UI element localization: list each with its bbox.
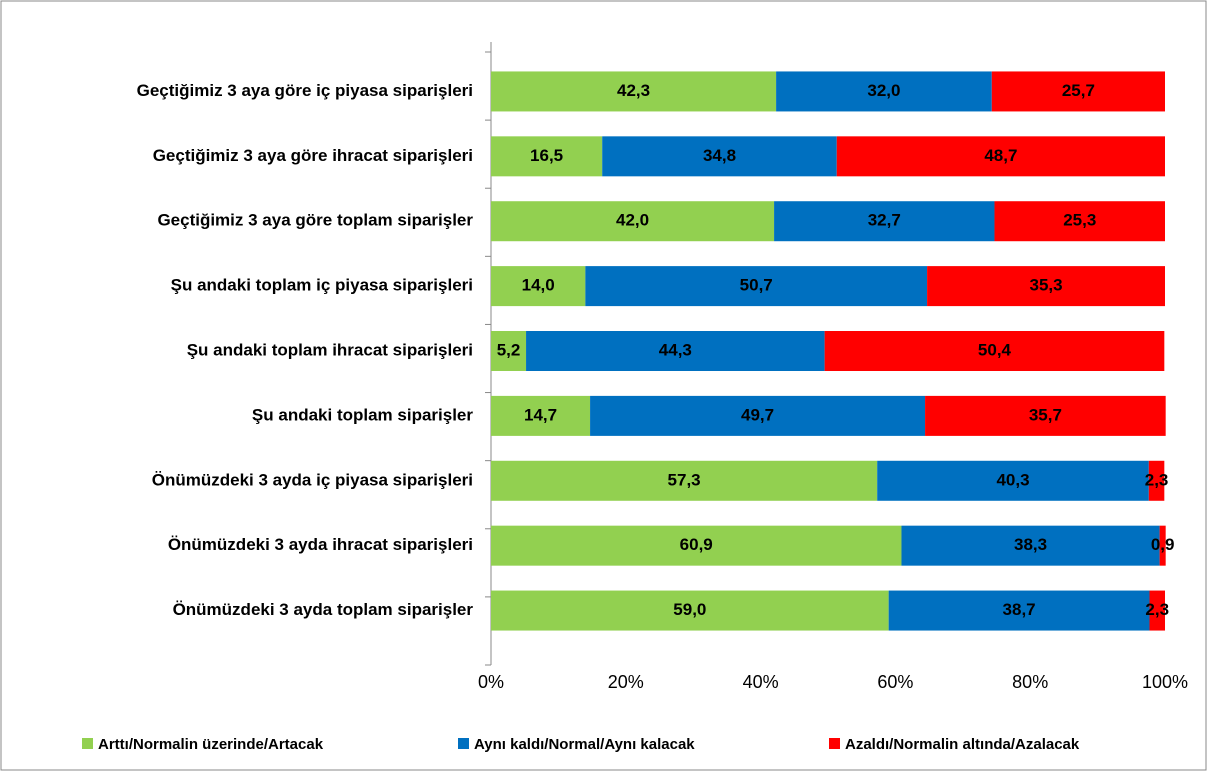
data-label: 2,3 (1145, 600, 1169, 619)
category-label: Önümüzdeki 3 ayda iç piyasa siparişleri (152, 470, 473, 489)
data-label: 35,7 (1029, 405, 1062, 424)
data-label: 38,3 (1014, 535, 1047, 554)
legend-label: Aynı kaldı/Normal/Aynı kalacak (474, 736, 695, 753)
data-label: 25,3 (1063, 211, 1096, 230)
bar-segment (491, 590, 889, 631)
bar-segment (1148, 460, 1165, 501)
bar-segment (927, 266, 1165, 307)
bar-segment (526, 331, 825, 371)
bar-segment (491, 525, 902, 566)
x-tick-label: 80% (1012, 672, 1048, 692)
category-label: Önümüzdeki 3 ayda toplam siparişler (173, 600, 474, 619)
data-label: 25,7 (1062, 81, 1095, 100)
data-label: 42,0 (616, 211, 649, 230)
data-label: 34,8 (703, 146, 736, 165)
category-label: Şu andaki toplam siparişler (252, 405, 473, 424)
bar-segment (491, 395, 591, 436)
bar-segment (602, 136, 837, 177)
category-label: Şu andaki toplam ihracat siparişleri (187, 340, 473, 359)
x-tick-label: 20% (608, 672, 644, 692)
legend-label: Arttı/Normalin üzerinde/Artacak (98, 736, 324, 753)
data-label: 60,9 (680, 535, 713, 554)
data-label: 44,3 (659, 340, 692, 359)
data-label: 40,3 (996, 470, 1029, 489)
bar-segment (585, 266, 928, 307)
bar-segment (994, 201, 1165, 242)
data-label: 2,3 (1145, 470, 1169, 489)
data-label: 49,7 (741, 405, 774, 424)
data-label: 50,7 (740, 276, 773, 295)
bar-segment (491, 331, 527, 371)
bar-segment (991, 71, 1165, 112)
bar-segment (491, 71, 777, 112)
data-label: 35,3 (1029, 276, 1062, 295)
bar-segment (491, 460, 878, 501)
bar-segment (491, 201, 775, 242)
bar-segment (877, 460, 1149, 501)
category-label: Geçtiğimiz 3 aya göre ihracat siparişler… (153, 146, 473, 165)
data-label: 5,2 (497, 340, 521, 359)
bar-segment (836, 136, 1165, 177)
data-label: 50,4 (978, 340, 1012, 359)
data-label: 48,7 (984, 146, 1017, 165)
data-label: 32,0 (867, 81, 900, 100)
category-label: Geçtiğimiz 3 aya göre iç piyasa siparişl… (137, 81, 473, 100)
data-label: 42,3 (617, 81, 650, 100)
bar-segment (901, 525, 1160, 566)
x-tick-label: 60% (877, 672, 913, 692)
x-tick-label: 100% (1142, 672, 1188, 692)
bar-segment (1159, 525, 1166, 566)
category-label: Geçtiğimiz 3 aya göre toplam siparişler (157, 211, 473, 230)
data-label: 14,0 (522, 276, 555, 295)
x-tick-label: 0% (478, 672, 504, 692)
data-label: 32,7 (868, 211, 901, 230)
data-label: 38,7 (1003, 600, 1036, 619)
x-tick-label: 40% (743, 672, 779, 692)
bar-segment (491, 136, 603, 177)
legend-swatch (458, 738, 469, 749)
data-label: 14,7 (524, 405, 557, 424)
legend-label: Azaldı/Normalin altında/Azalacak (845, 736, 1080, 753)
data-label: 16,5 (530, 146, 563, 165)
bar-segment (888, 590, 1150, 631)
category-label: Şu andaki toplam iç piyasa siparişleri (171, 276, 473, 295)
data-label: 59,0 (673, 600, 706, 619)
bar-segment (824, 331, 1165, 371)
bar-segment (776, 71, 992, 112)
bar-segment (1149, 590, 1165, 631)
bar-segment (925, 395, 1166, 436)
data-label: 0,9 (1151, 535, 1175, 554)
bar-segment (774, 201, 995, 242)
bar-segment (491, 266, 586, 307)
legend-swatch (82, 738, 93, 749)
data-label: 57,3 (668, 470, 701, 489)
legend-swatch (829, 738, 840, 749)
bar-segment (590, 395, 926, 436)
category-label: Önümüzdeki 3 ayda ihracat siparişleri (168, 535, 473, 554)
